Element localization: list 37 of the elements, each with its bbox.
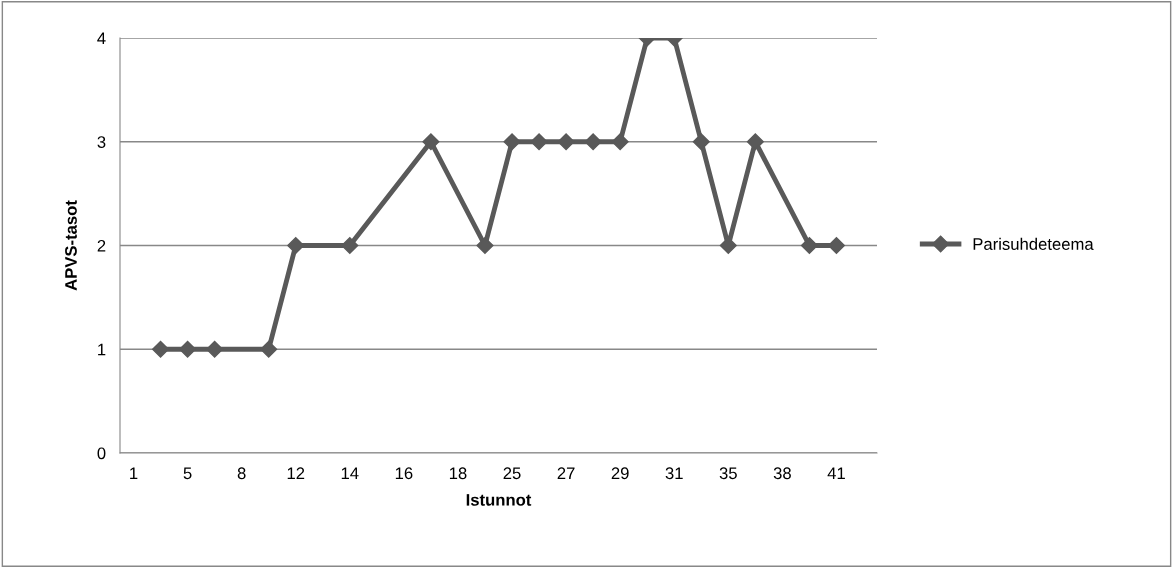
point bbox=[746, 133, 764, 151]
x-tick-label: 31 bbox=[665, 467, 683, 480]
x-tick-label: 12 bbox=[287, 467, 305, 479]
point bbox=[530, 133, 548, 151]
x-tick-label: 25 bbox=[503, 467, 521, 480]
legend-label: Parisuhdeteema bbox=[973, 237, 1094, 250]
x-tick-label: 1 bbox=[130, 467, 138, 479]
x-tick-label: 35 bbox=[719, 467, 737, 480]
point bbox=[260, 340, 278, 358]
y-axis-title: APVS-tasot bbox=[65, 200, 77, 291]
x-tick-label: 27 bbox=[557, 467, 575, 479]
y-tick-label: 4 bbox=[97, 32, 106, 45]
x-tick-label: 41 bbox=[827, 467, 845, 479]
point bbox=[476, 236, 494, 255]
x-tick-label: 38 bbox=[773, 467, 791, 480]
y-tick-label: 0 bbox=[97, 447, 106, 460]
y-tick-label: 3 bbox=[97, 136, 106, 148]
y-tick-label: 2 bbox=[97, 239, 106, 252]
point bbox=[611, 133, 629, 151]
point bbox=[152, 340, 170, 358]
y-tick-label: 1 bbox=[98, 343, 106, 356]
point bbox=[179, 340, 197, 358]
point bbox=[341, 236, 359, 255]
point bbox=[503, 133, 521, 151]
point bbox=[557, 133, 575, 151]
point bbox=[206, 340, 224, 358]
x-tick-label: 14 bbox=[341, 467, 359, 479]
point bbox=[584, 133, 602, 151]
x-tick-label: 8 bbox=[237, 467, 246, 480]
x-tick-label: 29 bbox=[611, 467, 629, 480]
x-axis-title: Istunnot bbox=[466, 494, 532, 506]
point bbox=[692, 133, 710, 151]
point bbox=[800, 236, 818, 255]
point bbox=[422, 133, 440, 151]
x-tick-label: 18 bbox=[449, 467, 467, 480]
x-tick-label: 16 bbox=[395, 467, 413, 480]
x-tick-label: 5 bbox=[183, 467, 192, 480]
